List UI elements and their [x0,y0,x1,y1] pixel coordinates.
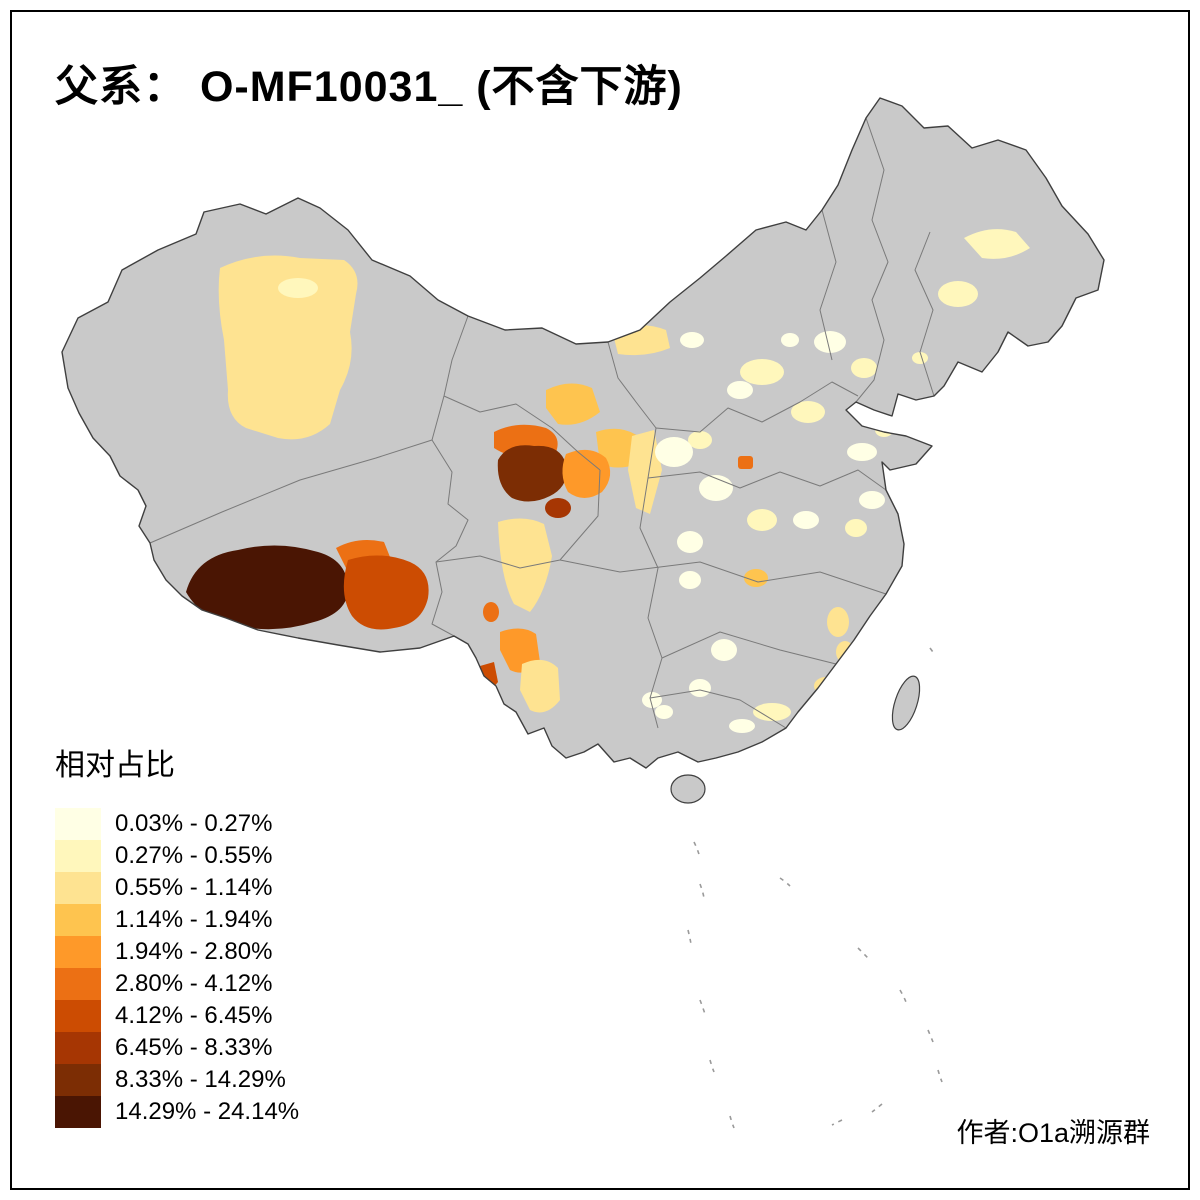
region-patch [814,331,846,353]
region-patch [859,491,885,509]
region-patch [912,352,928,364]
region-patch [562,449,611,498]
author-credit: 作者:O1a溯源群 [956,1118,1150,1148]
legend-label: 1.14% - 1.94% [115,906,273,933]
region-patch [753,703,791,721]
legend-label: 6.45% - 8.33% [115,1034,273,1061]
region-patch [655,437,693,467]
region-patch [711,639,737,661]
region-patch [497,445,567,502]
legend-label: 8.33% - 14.29% [115,1066,286,1093]
region-patch [498,518,552,612]
legend-label: 0.55% - 1.14% [115,874,273,901]
legend-swatch [55,1064,101,1096]
region-patch [851,358,877,378]
legend-row: 4.12% - 6.45% [55,1000,299,1032]
region-patch [845,519,867,537]
region-patch [628,430,662,514]
region-patch [791,401,825,423]
mainland-landmass [62,98,1104,768]
region-patch [847,443,877,461]
legend-row: 2.80% - 4.12% [55,968,299,1000]
legend-swatch [55,904,101,936]
legend-row: 0.27% - 0.55% [55,840,299,872]
region-patch [744,569,768,587]
legend-label: 0.27% - 0.55% [115,842,273,869]
legend-row: 1.14% - 1.94% [55,904,299,936]
legend: 相对占比 0.03% - 0.27% 0.27% - 0.55% 0.55% -… [55,740,299,1128]
legend-label: 2.80% - 4.12% [115,970,273,997]
region-patch [218,255,358,440]
legend-label: 0.03% - 0.27% [115,810,273,837]
sea-islets [687,647,943,1129]
region-patch [814,677,838,695]
legend-swatch [55,872,101,904]
legend-swatch [55,808,101,840]
legend-rows: 0.03% - 0.27% 0.27% - 0.55% 0.55% - 1.14… [55,808,299,1128]
province-borders [149,117,935,729]
region-patch [740,359,784,385]
region-patch [689,679,711,697]
legend-swatch [55,936,101,968]
region-patch [278,278,318,298]
legend-row: 8.33% - 14.29% [55,1064,299,1096]
region-patch [938,281,978,307]
legend-row: 0.55% - 1.14% [55,872,299,904]
hainan-island [670,774,706,804]
region-patch [343,555,429,630]
taiwan-island [891,675,921,731]
legend-label: 1.94% - 2.80% [115,938,273,965]
region-patch [545,498,571,518]
region-patch [546,383,600,425]
region-patch [781,333,799,347]
legend-title: 相对占比 [55,749,175,782]
legend-row: 6.45% - 8.33% [55,1032,299,1064]
region-patch [688,431,712,449]
legend-swatch [55,1096,101,1128]
legend-row: 14.29% - 24.14% [55,1096,299,1128]
legend-swatch [55,1032,101,1064]
region-patch [520,659,560,713]
region-patch [642,692,662,708]
region-patch [729,719,755,733]
region-patch [727,381,753,399]
region-patch [827,607,849,637]
legend-label: 4.12% - 6.45% [115,1002,273,1029]
region-patch [677,531,703,553]
region-patch [483,602,499,622]
region-patch [655,705,673,719]
page-title: 父系： O-MF10031_ (不含下游) [55,63,683,111]
legend-row: 1.94% - 2.80% [55,936,299,968]
legend-swatch [55,968,101,1000]
legend-swatch [55,1000,101,1032]
region-patch [186,545,349,630]
region-patch [679,571,701,589]
region-patch [793,511,819,529]
region-patch [738,456,753,469]
region-patch [747,509,777,531]
legend-row: 0.03% - 0.27% [55,808,299,840]
legend-swatch [55,840,101,872]
region-patch [964,229,1030,259]
legend-label: 14.29% - 24.14% [115,1098,300,1125]
region-patch [680,332,704,348]
